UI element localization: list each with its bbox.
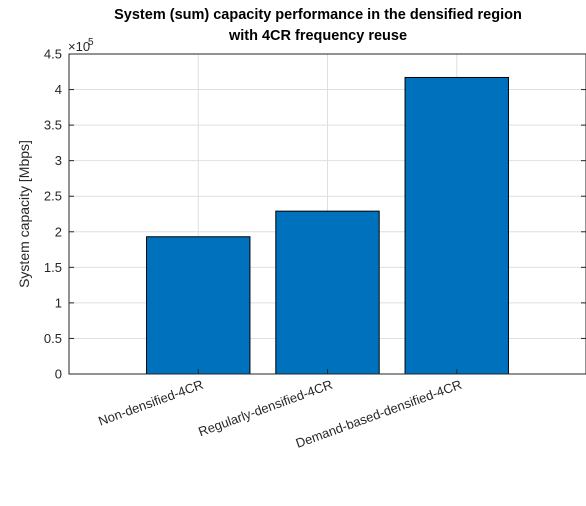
y-axis-label: System capacity [Mbps]: [16, 140, 32, 288]
y-tick-label: 0.5: [44, 331, 62, 346]
y-tick-label: 3: [55, 153, 62, 168]
y-exponent: 5: [88, 37, 94, 48]
y-tick-label: 2: [55, 224, 62, 239]
y-tick-label: 2.5: [44, 189, 62, 204]
y-tick-label: 1.5: [44, 260, 62, 275]
y-tick-label: 4: [55, 82, 62, 97]
y-axis: 0 0.5 1 1.5 2 2.5 3 3.5 4 4.5: [44, 47, 586, 382]
y-tick-label: 0: [55, 367, 62, 382]
x-tick-label: Non-densified-4CR: [96, 377, 205, 429]
bars: [146, 76, 509, 375]
y-tick-label: 3.5: [44, 118, 62, 133]
x-axis: Non-densified-4CRRegularly-densified-4CR…: [96, 369, 464, 451]
y-tick-label: 1: [55, 295, 62, 310]
y-exponent-base: ×10: [68, 39, 90, 54]
bar-non-densified-4cr: [146, 236, 251, 375]
y-tick-label: 4.5: [44, 47, 62, 62]
bar-demand-based-densified-4cr: [404, 76, 509, 375]
bar-regularly-densified-4cr: [275, 210, 380, 375]
chart-title-line-2: with 4CR frequency reuse: [228, 28, 407, 44]
chart-title-line-1: System (sum) capacity performance in the…: [114, 7, 522, 23]
